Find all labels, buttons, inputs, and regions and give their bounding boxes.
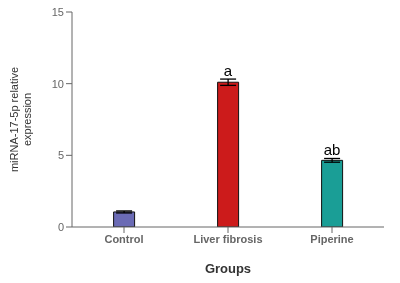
svg-text:ab: ab (324, 141, 341, 158)
svg-text:15: 15 (52, 6, 64, 18)
svg-text:a: a (224, 62, 233, 79)
svg-text:Piperine: Piperine (310, 233, 353, 245)
svg-text:5: 5 (58, 149, 64, 161)
svg-text:Groups: Groups (205, 261, 251, 276)
svg-text:0: 0 (58, 221, 64, 233)
svg-text:miRNA-17-5p relativeexpression: miRNA-17-5p relativeexpression (8, 67, 33, 172)
svg-text:Liver fibrosis: Liver fibrosis (193, 233, 262, 245)
svg-text:10: 10 (52, 78, 64, 90)
svg-text:Control: Control (104, 233, 143, 245)
